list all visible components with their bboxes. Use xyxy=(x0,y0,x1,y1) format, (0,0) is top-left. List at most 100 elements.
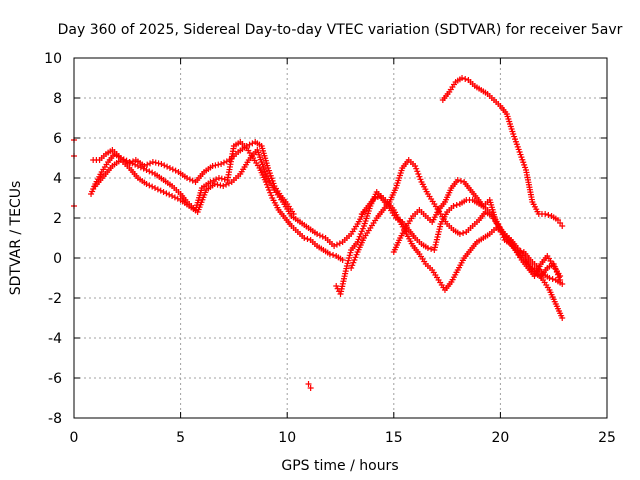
data-point xyxy=(456,231,463,237)
data-point xyxy=(246,141,253,148)
data-point xyxy=(267,189,274,196)
data-point xyxy=(559,315,566,321)
data-point xyxy=(412,163,419,169)
y-tick-label: -2 xyxy=(48,291,62,307)
data-point xyxy=(351,257,358,263)
data-point xyxy=(557,277,564,283)
data-point xyxy=(155,160,162,167)
data-point xyxy=(225,180,232,187)
chart-title: Day 360 of 2025, Sidereal Day-to-day VTE… xyxy=(58,22,623,38)
data-point xyxy=(304,236,311,242)
y-tick-label: 4 xyxy=(53,171,62,187)
data-point xyxy=(210,177,217,184)
y-tick-label: -6 xyxy=(48,371,62,387)
data-point xyxy=(127,159,134,166)
data-point xyxy=(169,193,176,199)
data-point xyxy=(147,160,154,167)
data-point xyxy=(349,262,356,269)
data-point xyxy=(354,239,361,245)
data-point xyxy=(172,167,179,174)
data-point xyxy=(424,245,431,251)
data-point xyxy=(350,259,357,266)
x-tick-label: 0 xyxy=(70,430,79,446)
data-point xyxy=(374,194,381,200)
data-point xyxy=(161,162,168,169)
data-point xyxy=(305,381,312,387)
y-tick-label: 0 xyxy=(53,251,62,267)
data-point xyxy=(415,171,422,177)
data-point xyxy=(171,194,178,201)
data-point xyxy=(319,233,326,240)
x-axis-title: GPS time / hours xyxy=(281,458,398,474)
data-point xyxy=(347,249,354,256)
data-point xyxy=(211,181,218,187)
data-point xyxy=(212,162,219,169)
data-point xyxy=(265,184,272,191)
data-point xyxy=(352,254,359,261)
data-point xyxy=(143,167,150,173)
data-point xyxy=(149,169,156,176)
data-point xyxy=(144,161,151,168)
data-point xyxy=(137,164,144,171)
data-point xyxy=(554,271,561,278)
data-point xyxy=(371,195,378,201)
data-point xyxy=(223,158,230,165)
series-trace-3 xyxy=(92,147,367,249)
data-point xyxy=(149,159,156,165)
data-point xyxy=(166,165,173,171)
data-point xyxy=(218,175,225,182)
x-tick-label: 20 xyxy=(491,430,509,446)
data-point xyxy=(166,191,173,198)
data-point xyxy=(152,159,159,166)
data-series xyxy=(71,75,566,391)
data-point xyxy=(346,252,353,259)
data-point xyxy=(262,179,269,185)
data-point xyxy=(549,276,556,282)
data-point xyxy=(141,163,148,169)
x-tick-label: 5 xyxy=(176,430,185,446)
data-point xyxy=(140,165,147,172)
series-trace-7 xyxy=(390,177,564,283)
data-point xyxy=(416,173,423,180)
data-point xyxy=(316,232,323,239)
data-point xyxy=(160,189,167,195)
grid xyxy=(74,58,607,418)
data-point xyxy=(174,195,181,202)
data-point xyxy=(428,246,435,252)
data-point xyxy=(331,243,338,249)
data-point xyxy=(209,163,216,169)
data-point xyxy=(214,181,221,188)
data-point xyxy=(164,163,171,170)
data-point xyxy=(157,187,164,194)
data-point xyxy=(346,255,353,261)
data-point xyxy=(534,272,541,278)
data-point xyxy=(339,257,346,263)
data-point xyxy=(223,181,230,188)
data-point xyxy=(266,187,273,193)
x-tick-label: 15 xyxy=(385,430,403,446)
data-point xyxy=(217,182,224,189)
data-point xyxy=(343,263,350,269)
data-point xyxy=(146,182,153,189)
data-point xyxy=(146,168,153,175)
data-point xyxy=(462,76,469,82)
data-point xyxy=(457,178,464,184)
data-point xyxy=(215,175,222,181)
data-point xyxy=(450,203,457,209)
data-point xyxy=(551,263,558,270)
data-point xyxy=(158,161,165,167)
data-point xyxy=(348,265,355,271)
series-trace-1 xyxy=(88,139,346,263)
data-point xyxy=(189,177,196,184)
y-tick-label: 10 xyxy=(44,51,62,67)
y-tick-label: 2 xyxy=(53,211,62,227)
data-point xyxy=(149,183,156,190)
data-point xyxy=(268,192,275,199)
data-point xyxy=(336,240,343,247)
data-point xyxy=(545,212,552,218)
data-point xyxy=(169,166,176,173)
data-point xyxy=(333,241,340,248)
data-point xyxy=(359,225,366,232)
